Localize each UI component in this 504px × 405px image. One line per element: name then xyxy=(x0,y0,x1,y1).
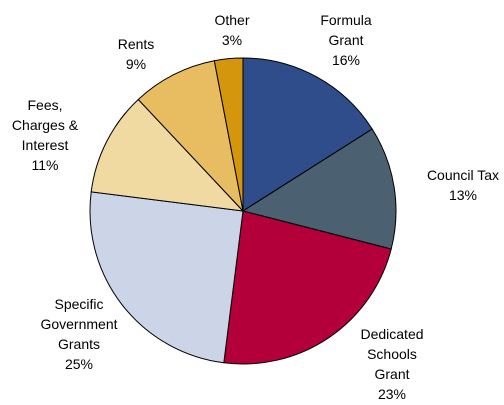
value-label: 3% xyxy=(221,32,243,48)
value-label: 13% xyxy=(448,187,478,203)
pie-slice xyxy=(242,57,373,212)
pie-slice xyxy=(90,98,245,212)
slice-label: Council Tax 13% xyxy=(413,165,504,205)
pie-slice xyxy=(89,191,244,364)
pie-slice xyxy=(213,57,244,212)
pie-slice xyxy=(241,128,397,250)
slice-label: Other 3% xyxy=(202,10,262,50)
category-label: Fees, Charges & Interest xyxy=(11,97,79,153)
slice-label: Formula Grant 16% xyxy=(311,10,381,70)
category-label: Formula Grant xyxy=(320,12,372,48)
pie-slice xyxy=(137,60,244,213)
category-label: Rents xyxy=(117,36,155,52)
pie-slice xyxy=(223,210,392,365)
category-label: Council Tax xyxy=(426,167,500,183)
value-label: 9% xyxy=(125,56,147,72)
category-label: Other xyxy=(214,12,250,28)
slice-label: Specific Government Grants 25% xyxy=(29,294,129,374)
slice-label: Rents 9% xyxy=(106,34,166,74)
value-label: 11% xyxy=(31,157,59,173)
slice-label: Dedicated Schools Grant 23% xyxy=(352,324,432,404)
category-label: Specific Government Grants xyxy=(40,296,118,352)
category-label: Dedicated Schools Grant xyxy=(360,326,424,382)
value-label: 16% xyxy=(331,52,361,68)
value-label: 23% xyxy=(377,386,407,402)
value-label: 25% xyxy=(64,356,94,372)
slice-label: Fees, Charges & Interest 11% xyxy=(0,95,90,175)
